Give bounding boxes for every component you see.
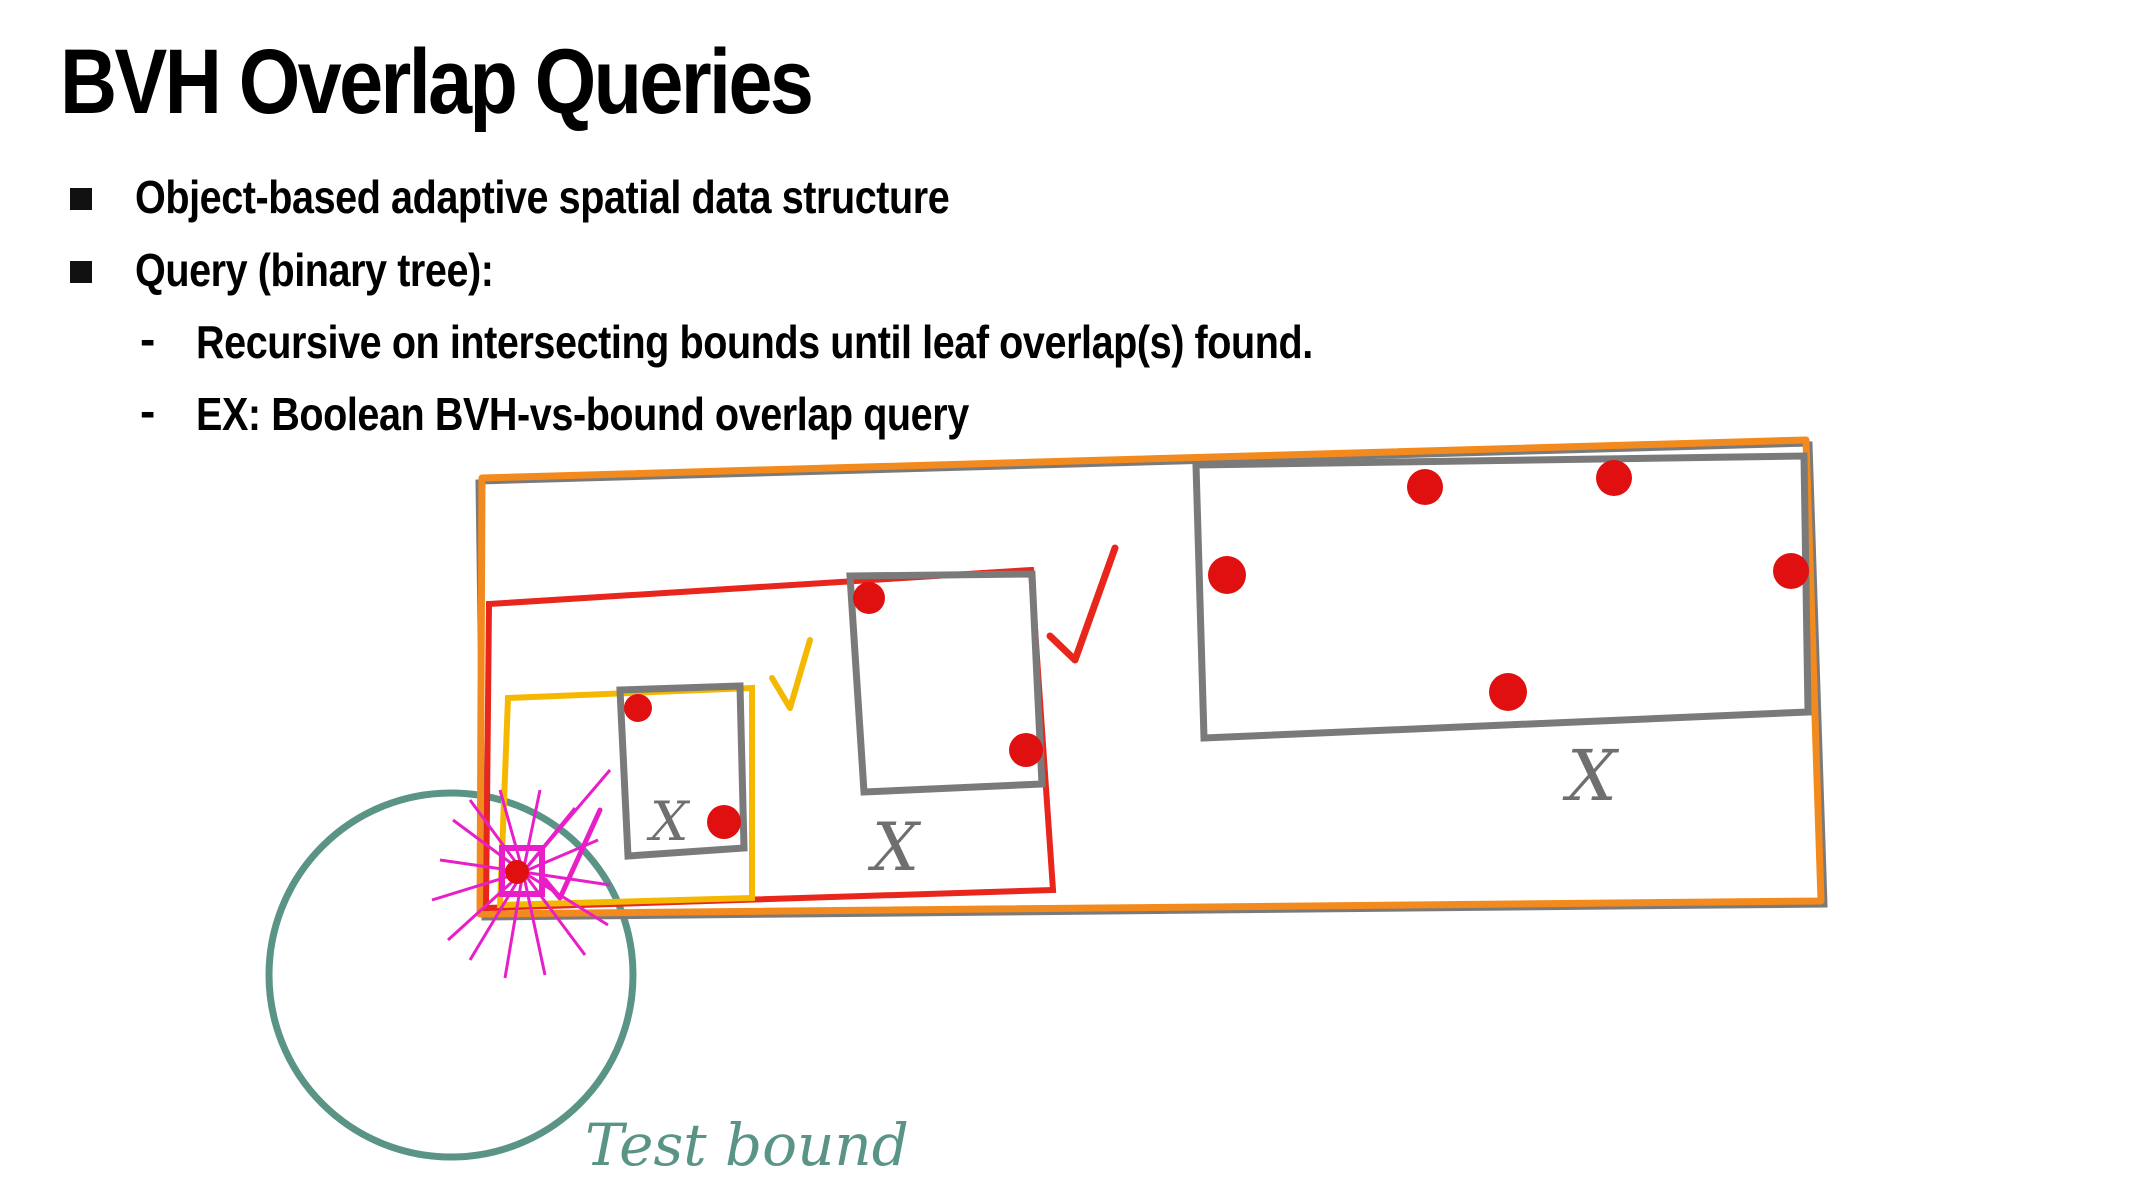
hit-leaf-box	[499, 845, 545, 897]
bullet-square-icon	[70, 188, 92, 210]
primitive-point	[1407, 469, 1443, 505]
leaf-box-right	[1192, 452, 1812, 742]
test-bound-label: Test bound	[585, 1111, 909, 1179]
sub-bullet-dash-icon: -	[140, 313, 156, 365]
primitive-point	[1009, 733, 1043, 767]
leaf-box-middle	[846, 570, 1046, 796]
bullet-item: Query (binary tree):	[135, 244, 494, 296]
sub-bullet-dash-icon: -	[140, 385, 156, 437]
test-bound-circle	[265, 789, 637, 1161]
primitive-point	[707, 805, 741, 839]
leaf-box-small	[616, 682, 748, 860]
check-icon	[1046, 544, 1119, 664]
check-icon	[542, 807, 603, 901]
bullet-item: Object-based adaptive spatial data struc…	[135, 171, 950, 223]
primitive-point	[1489, 673, 1527, 711]
miss-mark: X	[867, 809, 922, 886]
hit-primitive-point	[505, 860, 529, 884]
root-box	[476, 436, 1825, 918]
level1-box	[482, 566, 1057, 912]
miss-mark: X	[646, 790, 691, 853]
slide-title: BVH Overlap Queries	[60, 31, 814, 133]
primitive-point	[624, 694, 652, 722]
sub-bullet-item: Recursive on intersecting bounds until l…	[196, 316, 1313, 368]
bullet-square-icon	[70, 261, 92, 283]
sub-bullet-item: EX: Boolean BVH-vs-bound overlap query	[196, 388, 969, 440]
primitive-points	[624, 460, 1809, 839]
check-icon	[769, 637, 813, 711]
miss-mark: X	[1562, 735, 1620, 817]
primitive-point	[1208, 556, 1246, 594]
primitive-point	[853, 582, 885, 614]
primitive-point	[1596, 460, 1632, 496]
primitive-point	[1773, 553, 1809, 589]
